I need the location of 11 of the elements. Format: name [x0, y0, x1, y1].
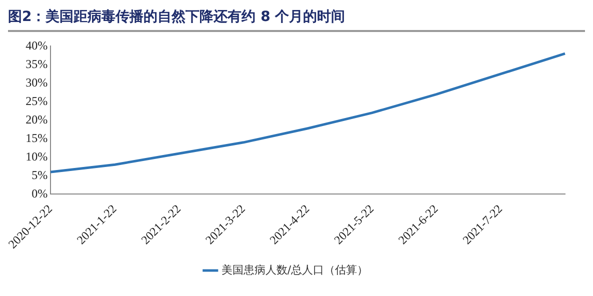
y-tick-label: 15%: [26, 130, 48, 145]
y-tick-label: 25%: [26, 94, 48, 108]
legend-label: 美国患病人数/总人口（估算）: [221, 263, 368, 276]
y-tick-label: 30%: [26, 75, 48, 90]
y-tick-label: 10%: [26, 149, 48, 164]
y-tick-label: 5%: [32, 168, 48, 182]
y-tick-label: 40%: [26, 38, 48, 52]
y-tick-label: 35%: [26, 56, 48, 71]
y-tick-label: 0%: [32, 186, 48, 200]
y-tick-label: 20%: [26, 112, 48, 126]
chart-title: 图2：美国距病毒传播的自然下降还有约 8 个月的时间: [8, 8, 585, 32]
